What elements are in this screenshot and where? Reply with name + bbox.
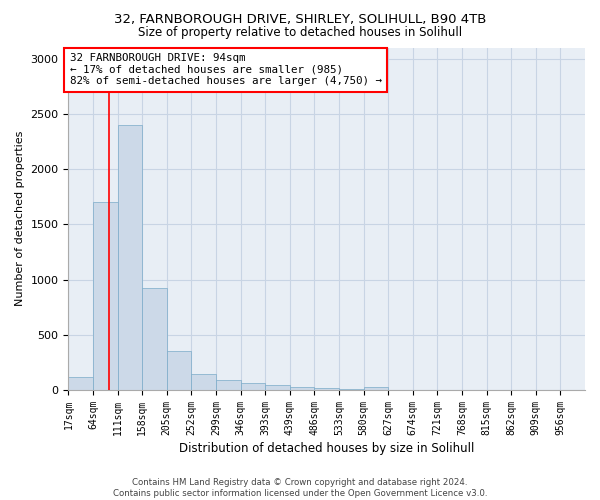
Text: Size of property relative to detached houses in Solihull: Size of property relative to detached ho… — [138, 26, 462, 39]
Bar — [191, 374, 216, 390]
Bar — [118, 125, 142, 390]
Bar — [265, 385, 290, 390]
X-axis label: Distribution of detached houses by size in Solihull: Distribution of detached houses by size … — [179, 442, 475, 455]
Bar — [364, 387, 388, 390]
Bar — [241, 384, 265, 390]
Y-axis label: Number of detached properties: Number of detached properties — [15, 131, 25, 306]
Bar — [216, 380, 241, 390]
Bar — [167, 352, 191, 390]
Bar — [339, 389, 364, 390]
Bar — [314, 388, 339, 390]
Bar — [142, 288, 167, 390]
Text: Contains HM Land Registry data © Crown copyright and database right 2024.
Contai: Contains HM Land Registry data © Crown c… — [113, 478, 487, 498]
Text: 32, FARNBOROUGH DRIVE, SHIRLEY, SOLIHULL, B90 4TB: 32, FARNBOROUGH DRIVE, SHIRLEY, SOLIHULL… — [114, 12, 486, 26]
Bar — [93, 202, 118, 390]
Bar — [290, 387, 314, 390]
Text: 32 FARNBOROUGH DRIVE: 94sqm
← 17% of detached houses are smaller (985)
82% of se: 32 FARNBOROUGH DRIVE: 94sqm ← 17% of det… — [70, 53, 382, 86]
Bar — [68, 377, 93, 390]
